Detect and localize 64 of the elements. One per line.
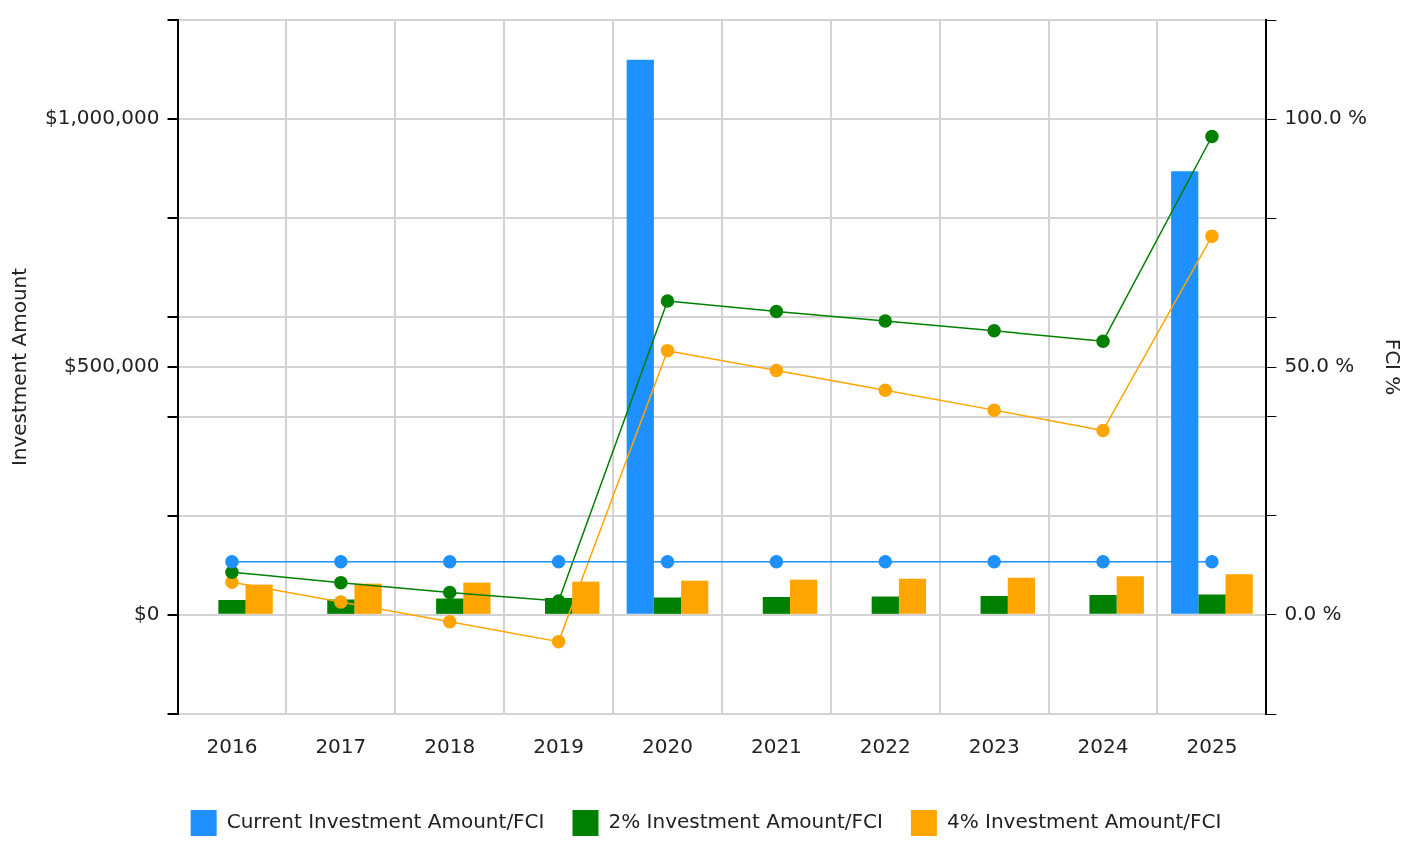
point <box>1096 334 1110 348</box>
point <box>878 314 893 328</box>
y2-tick-label: 100.0 % <box>1284 105 1368 130</box>
point <box>660 343 675 358</box>
bar <box>681 580 709 614</box>
point <box>442 615 457 629</box>
point <box>660 294 675 308</box>
point <box>987 403 1001 417</box>
point <box>1096 423 1110 438</box>
point <box>987 555 1001 569</box>
point <box>878 555 893 569</box>
x-tick-label: 2017 <box>315 734 367 759</box>
x-tick-label: 2020 <box>642 734 693 759</box>
bar <box>653 597 682 614</box>
y-tick-label: $500,000 <box>64 353 160 378</box>
point <box>225 555 239 569</box>
point <box>878 383 893 398</box>
y2-axis-title: FCI % <box>1380 338 1405 396</box>
bar <box>218 599 246 614</box>
x-tick-label: 2024 <box>1077 734 1129 759</box>
point <box>551 634 566 649</box>
legend-label: 2% Investment Amount/FCI <box>608 809 883 834</box>
x-tick-label: 2018 <box>424 734 476 759</box>
y2-tick-label: 0.0 % <box>1284 601 1342 626</box>
bar <box>898 578 927 614</box>
y-tick-label: $1,000,000 <box>45 105 160 130</box>
point <box>334 555 348 569</box>
bar <box>1007 577 1035 614</box>
point <box>551 555 566 569</box>
x-tick-label: 2021 <box>750 734 802 759</box>
bar <box>354 583 382 614</box>
y2-tick-label: 50.0 % <box>1284 353 1355 378</box>
point <box>442 585 457 600</box>
point <box>769 363 784 378</box>
bar <box>762 597 790 614</box>
point <box>660 555 675 569</box>
bar <box>463 582 491 614</box>
bar <box>1198 594 1226 614</box>
point <box>334 575 348 590</box>
bar <box>980 596 1008 614</box>
bar <box>1116 576 1144 614</box>
x-tick-label: 2025 <box>1186 734 1238 759</box>
point <box>1205 129 1219 144</box>
x-tick-label: 2023 <box>968 734 1020 759</box>
point <box>1096 555 1110 569</box>
point <box>987 324 1001 338</box>
y-tick-label: $0 <box>134 601 160 626</box>
bar <box>1089 595 1117 614</box>
bar <box>245 584 273 614</box>
point <box>1205 229 1219 243</box>
bar <box>1225 574 1253 614</box>
bar <box>871 596 899 614</box>
point <box>442 555 457 569</box>
bar <box>790 579 818 614</box>
x-tick-label: 2019 <box>533 734 585 759</box>
point <box>769 304 784 319</box>
legend-label: Current Investment Amount/FCI <box>226 809 545 834</box>
point <box>1205 555 1219 569</box>
bar <box>572 581 600 614</box>
x-tick-label: 2022 <box>859 734 911 759</box>
point <box>769 555 784 569</box>
legend-label: 4% Investment Amount/FCI <box>946 809 1222 834</box>
x-tick-label: 2016 <box>206 734 258 759</box>
y-axis-title: Investment Amount <box>7 267 32 467</box>
